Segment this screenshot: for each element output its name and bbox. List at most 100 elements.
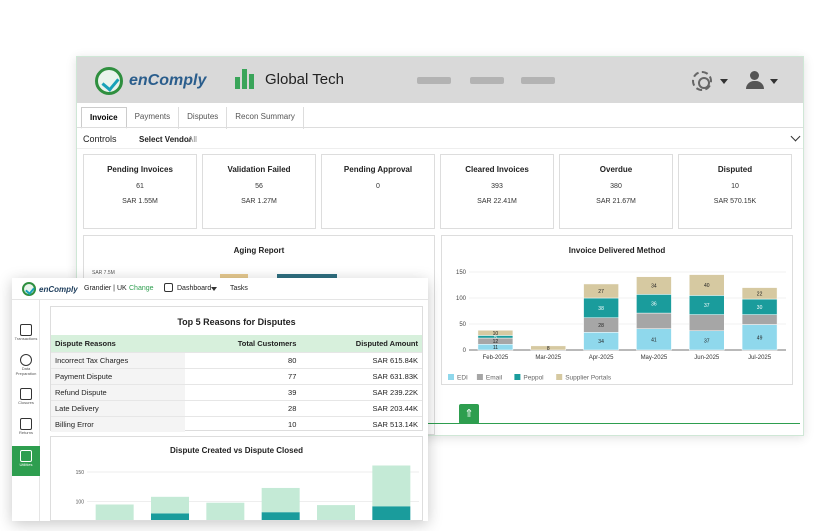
- closures-icon: [20, 388, 32, 400]
- nav-placeholder-3[interactable]: [521, 77, 555, 84]
- legend-swatch[interactable]: [476, 374, 483, 380]
- dispute-created-vs-closed-panel: Dispute Created vs Dispute Closed 100 150: [50, 436, 423, 521]
- change-org-link[interactable]: Change: [129, 285, 154, 292]
- sidebar-item-closures[interactable]: Closures: [12, 388, 40, 405]
- bar-segment[interactable]: [689, 274, 725, 296]
- legend-swatch[interactable]: [514, 374, 521, 380]
- scroll-to-top-button[interactable]: ⇑: [459, 404, 479, 424]
- kpi-count: 380: [610, 183, 622, 190]
- kpi-card[interactable]: Disputed 10 SAR 570.15K: [678, 154, 792, 229]
- table-row[interactable]: Incorrect Tax Charges 80 SAR 615.84K: [51, 352, 422, 369]
- table-row[interactable]: Billing Error 10 SAR 513.14K: [51, 416, 422, 432]
- controls-bar: Controls Select Vendor All: [77, 127, 803, 149]
- tab-disputes[interactable]: Disputes: [179, 107, 228, 129]
- nav-placeholder-2[interactable]: [470, 77, 504, 84]
- user-caret-icon[interactable]: [770, 79, 778, 84]
- tab-payments[interactable]: Payments: [127, 107, 180, 129]
- dispute-chart-title: Dispute Created vs Dispute Closed: [170, 446, 303, 455]
- kpi-card[interactable]: Overdue 380 SAR 21.67M: [559, 154, 673, 229]
- column-header[interactable]: Total Customers: [185, 335, 301, 353]
- kpi-card[interactable]: Cleared Invoices 393 SAR 22.41M: [440, 154, 554, 229]
- legend-label: Peppol: [523, 375, 544, 382]
- bar-segment[interactable]: [372, 465, 411, 507]
- y-tick-label: 100: [456, 296, 467, 302]
- returns-icon: [20, 418, 32, 430]
- tab-bar: Invoice Payments Disputes Recon Summary: [81, 107, 304, 129]
- bar-segment[interactable]: [261, 512, 300, 520]
- dashboard-menu[interactable]: Dashboard: [177, 285, 212, 292]
- column-header[interactable]: Dispute Reasons: [51, 335, 185, 353]
- kpi-card[interactable]: Pending Approval 0: [321, 154, 435, 229]
- bar-segment[interactable]: [261, 487, 300, 513]
- company-switcher[interactable]: Global Tech: [235, 69, 344, 89]
- bar-segment[interactable]: [741, 324, 778, 351]
- bar-segment[interactable]: [151, 496, 189, 514]
- data-label: 49: [757, 335, 763, 341]
- dispute-created-vs-closed-chart: 100 150: [76, 465, 419, 521]
- brand-logo[interactable]: enComply: [95, 67, 206, 95]
- tab-recon-summary[interactable]: Recon Summary: [227, 107, 304, 129]
- invoice-delivered-method-panel: Invoice Delivered Method 0 50 100 150 11 12 5 1…: [441, 235, 793, 385]
- data-label: 36: [651, 302, 657, 308]
- dashboard-caret-icon[interactable]: [211, 287, 217, 291]
- bar-segment[interactable]: [530, 345, 566, 351]
- nav-placeholder-1[interactable]: [417, 77, 451, 84]
- disputed-amount: SAR 615.84K: [300, 352, 422, 369]
- building-icon: [235, 69, 255, 89]
- y-tick-label: 100: [76, 500, 85, 506]
- kpi-card[interactable]: Validation Failed 56 SAR 1.27M: [202, 154, 316, 229]
- kpi-title: Pending Invoices: [107, 165, 173, 174]
- bar-segment[interactable]: [477, 329, 514, 336]
- sidebar-item-returns[interactable]: Returns: [12, 418, 40, 435]
- bar-segment[interactable]: [583, 283, 619, 299]
- bar-segment[interactable]: [741, 287, 778, 300]
- aging-bar[interactable]: [220, 274, 248, 280]
- column-header[interactable]: Disputed Amount: [300, 335, 422, 353]
- kpi-count: 0: [376, 183, 380, 190]
- dispute-reason: Billing Error: [51, 416, 185, 432]
- select-vendor-value[interactable]: All: [188, 135, 197, 144]
- legend-swatch[interactable]: [448, 374, 454, 380]
- bar-segment[interactable]: [372, 506, 411, 520]
- kpi-amount: SAR 21.67M: [596, 198, 636, 205]
- legend-swatch[interactable]: [556, 374, 563, 380]
- front-brand-logo[interactable]: enComply: [22, 282, 78, 296]
- sidebar-item-transactions[interactable]: Transactions: [12, 324, 40, 341]
- settings-gear-icon[interactable]: [692, 71, 712, 91]
- select-vendor-label[interactable]: Select Vendor: [139, 135, 192, 144]
- kpi-count: 393: [491, 183, 503, 190]
- bar-segment[interactable]: [206, 502, 245, 520]
- front-brand-name: enComply: [39, 284, 78, 294]
- sidebar-item-data-preparation[interactable]: Data Preparation: [12, 354, 40, 376]
- bar-segment[interactable]: [95, 504, 134, 521]
- bar-segment[interactable]: [689, 314, 725, 332]
- y-tick-label: 150: [456, 270, 467, 276]
- table-row[interactable]: Payment Dispute 77 SAR 631.83K: [51, 368, 422, 385]
- x-tick-label: Jul-2025: [748, 355, 772, 361]
- y-tick-label: 0: [463, 348, 467, 354]
- bar-segment[interactable]: [636, 312, 672, 329]
- bar-segment[interactable]: [741, 314, 778, 325]
- kpi-amount: SAR 570.15K: [713, 198, 757, 205]
- data-label: 28: [598, 323, 604, 329]
- kpi-title: Disputed: [717, 165, 753, 174]
- sidebar-item-label: Utilities: [19, 462, 33, 467]
- kpi-amount: SAR 22.41M: [477, 198, 517, 205]
- settings-caret-icon[interactable]: [720, 79, 728, 84]
- user-avatar-icon[interactable]: [746, 71, 764, 91]
- chevron-down-icon[interactable]: [790, 131, 801, 142]
- tasks-menu[interactable]: Tasks: [230, 285, 248, 292]
- total-customers: 10: [185, 416, 301, 432]
- kpi-card[interactable]: Pending Invoices 61 SAR 1.55M: [83, 154, 197, 229]
- tab-invoice[interactable]: Invoice: [81, 107, 127, 129]
- bar-segment[interactable]: [317, 505, 355, 520]
- table-row[interactable]: Late Delivery 28 SAR 203.44K: [51, 400, 422, 417]
- table-row[interactable]: Refund Dispute 39 SAR 239.22K: [51, 384, 422, 401]
- data-label: 10: [493, 331, 499, 337]
- dashboard-grid-icon: [164, 283, 173, 292]
- sidebar-item-utilities[interactable]: Utilities: [12, 446, 40, 476]
- bar-segment[interactable]: [151, 513, 189, 520]
- top-bar: enComply Global Tech: [77, 57, 803, 103]
- bar-segment[interactable]: [636, 276, 672, 295]
